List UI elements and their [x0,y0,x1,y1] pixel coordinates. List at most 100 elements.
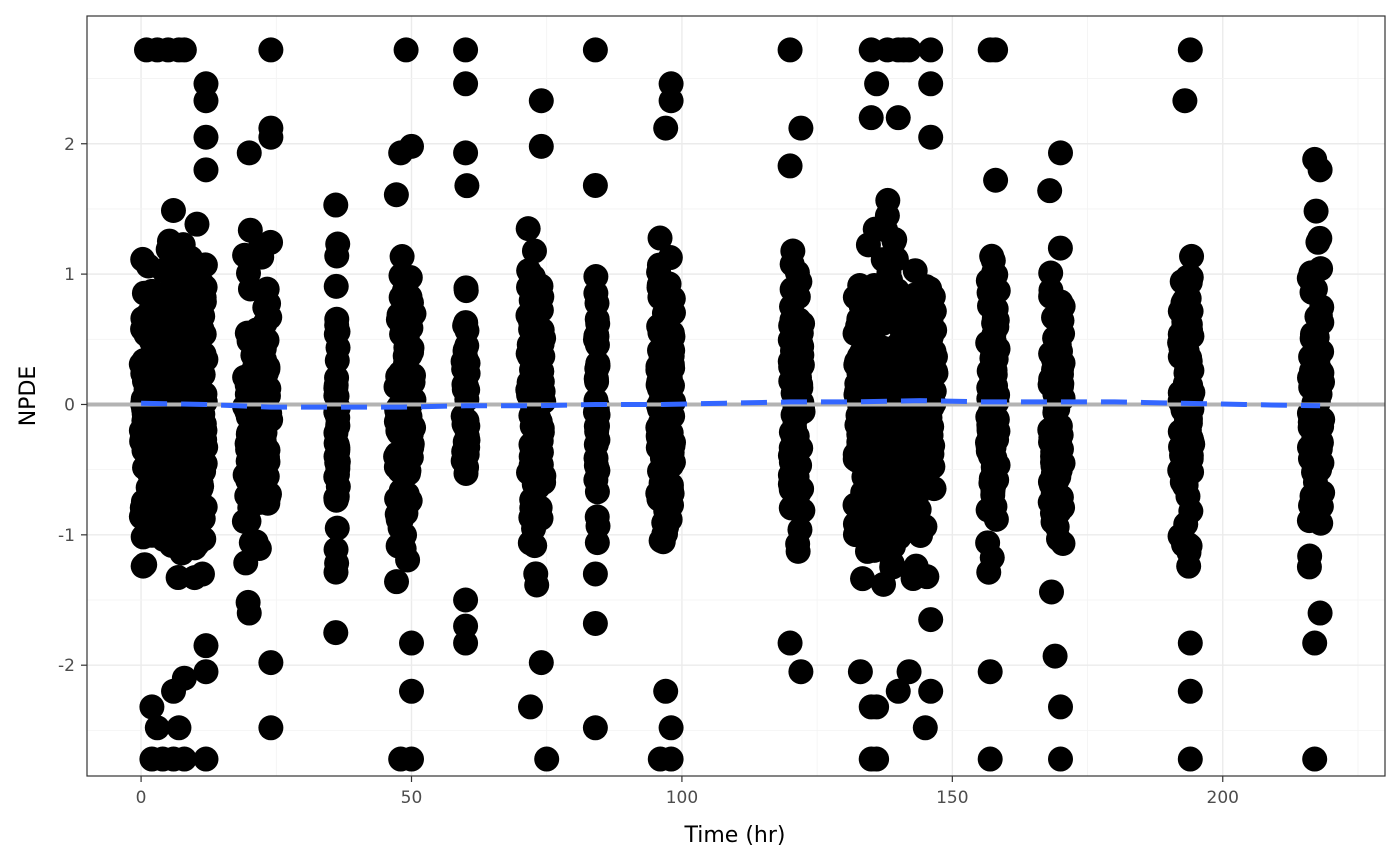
data-point [255,490,281,516]
data-point [453,408,479,434]
x-tick-label: 150 [936,788,968,808]
data-point [977,659,1003,685]
data-point [193,746,219,772]
data-point [854,538,880,564]
data-point [171,746,197,772]
data-point [236,600,262,626]
data-point [453,613,479,639]
data-point [139,278,165,304]
data-point [981,379,1007,405]
data-point [395,282,421,308]
data-point [383,182,409,208]
data-point [910,405,936,431]
data-point [522,533,548,559]
data-point [323,192,349,218]
x-tick-label: 0 [136,788,147,808]
data-point [912,715,938,741]
data-point [850,566,876,592]
data-point [518,287,544,313]
x-tick-label: 200 [1207,788,1239,808]
data-point [529,317,555,343]
data-point [848,282,874,308]
data-point [879,554,905,580]
data-point [1305,229,1331,255]
data-point [188,469,214,495]
data-point [976,559,1002,585]
y-tick-label: -2 [58,656,75,676]
data-point [902,286,928,312]
data-point [878,267,904,293]
y-tick-label: 1 [64,265,75,285]
data-point [236,140,262,166]
data-point [144,715,170,741]
data-point [166,715,192,741]
data-point [187,310,213,336]
data-point [896,659,922,685]
data-point [171,665,197,691]
data-point [885,105,911,131]
data-point [237,217,263,243]
data-point [189,419,215,445]
data-point [585,457,611,483]
data-point [648,316,674,342]
data-point [1172,88,1198,114]
data-point [1304,324,1330,350]
x-axis-title: Time (hr) [684,823,786,848]
data-point [323,273,349,299]
data-point [1044,458,1070,484]
data-point [453,373,479,399]
data-point [1302,469,1328,495]
data-point [984,314,1010,340]
data-point [902,258,928,284]
data-point [246,536,272,562]
data-point [1178,442,1204,468]
data-point [1305,347,1331,373]
data-point [135,454,161,480]
data-point [1037,417,1063,443]
data-point [582,37,608,63]
data-point [323,559,349,585]
data-point [453,311,479,337]
data-point [646,252,672,278]
data-point [658,88,684,114]
reference-and-trend-lines [87,398,1385,410]
data-point [787,517,813,543]
data-point [1167,321,1193,347]
data-point [250,347,276,373]
data-point [1179,243,1205,269]
data-point [778,419,804,445]
data-point [785,316,811,342]
y-tick-label: -1 [58,526,75,546]
data-point [777,153,803,179]
data-point [1177,345,1203,371]
data-point [582,610,608,636]
data-point [647,225,673,251]
data-point [453,37,479,63]
data-point [658,746,684,772]
data-point [1309,367,1335,393]
panel-border [86,15,1386,777]
data-point [1178,425,1204,451]
data-point [528,419,554,445]
data-point [875,349,901,375]
data-point [130,553,156,579]
data-point [453,345,479,371]
data-point [918,71,944,97]
data-point [147,472,173,498]
data-point [1041,339,1067,365]
data-point [788,115,814,141]
data-point [323,537,349,563]
data-point [918,678,944,704]
data-point [256,291,282,317]
data-point [1298,260,1324,286]
data-point [1048,694,1073,720]
data-point [1177,746,1203,772]
data-point [1040,509,1066,535]
data-point [516,343,542,369]
data-point [140,497,166,523]
data-point [582,561,608,587]
data-point [184,447,210,473]
data-point [324,515,350,541]
data-point [645,357,671,383]
data-point [584,306,610,332]
